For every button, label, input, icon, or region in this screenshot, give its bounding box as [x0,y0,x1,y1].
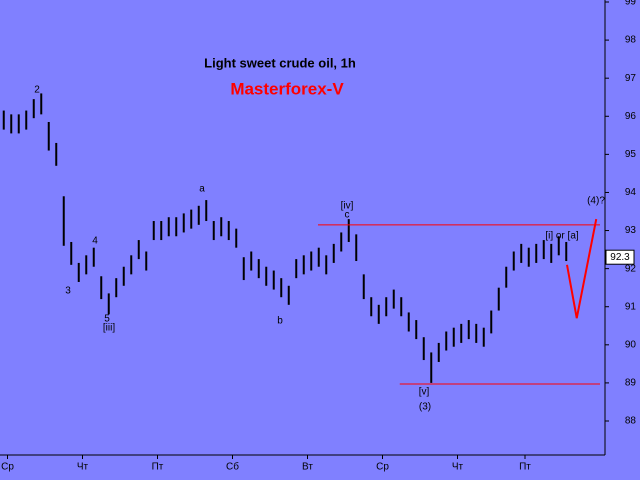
wave-label: (4)? [587,196,605,207]
y-tick-label: 92 [625,263,637,274]
y-tick-label: 95 [625,149,637,160]
x-tick-label: Пт [152,462,164,473]
y-tick-label: 94 [625,187,637,198]
wave-label: [v] [419,387,430,398]
wave-label: a [199,184,205,195]
wave-label: 4 [92,236,98,247]
chart-title: Light sweet crude oil, 1h [204,55,356,70]
wave-label: c [345,210,350,221]
wave-label: [i] or [a] [545,231,579,242]
y-tick-label: 98 [625,35,637,46]
wave-label: [iii] [103,323,115,334]
y-tick-label: 90 [625,339,637,350]
x-tick-label: Чт [452,462,464,473]
y-tick-label: 88 [625,416,637,427]
x-tick-label: Ср [1,462,14,473]
y-tick-label: 97 [625,73,637,84]
x-tick-label: Сб [226,461,239,473]
wave-label: 2 [34,85,40,96]
y-tick-label: 91 [625,301,637,312]
y-tick-label: 96 [625,111,637,122]
y-tick-label: 89 [625,378,637,389]
y-tick-label: 99 [625,0,637,8]
wave-label: 3 [65,286,71,297]
wave-label: b [277,316,283,327]
x-tick-label: Чт [77,462,89,473]
last-price-box [605,249,635,265]
x-tick-label: Пт [519,462,531,473]
wave-label: (3) [419,402,431,413]
x-tick-label: Ср [376,462,389,473]
forecast-line [566,218,598,319]
chart-subtitle: Masterforex-V [230,79,344,98]
y-tick-label: 93 [625,225,637,236]
x-tick-label: Вт [302,462,313,473]
wave-label: 5 [104,314,110,325]
last-price-label: 92.3 [610,252,630,263]
wave-label: [iv] [341,201,354,212]
